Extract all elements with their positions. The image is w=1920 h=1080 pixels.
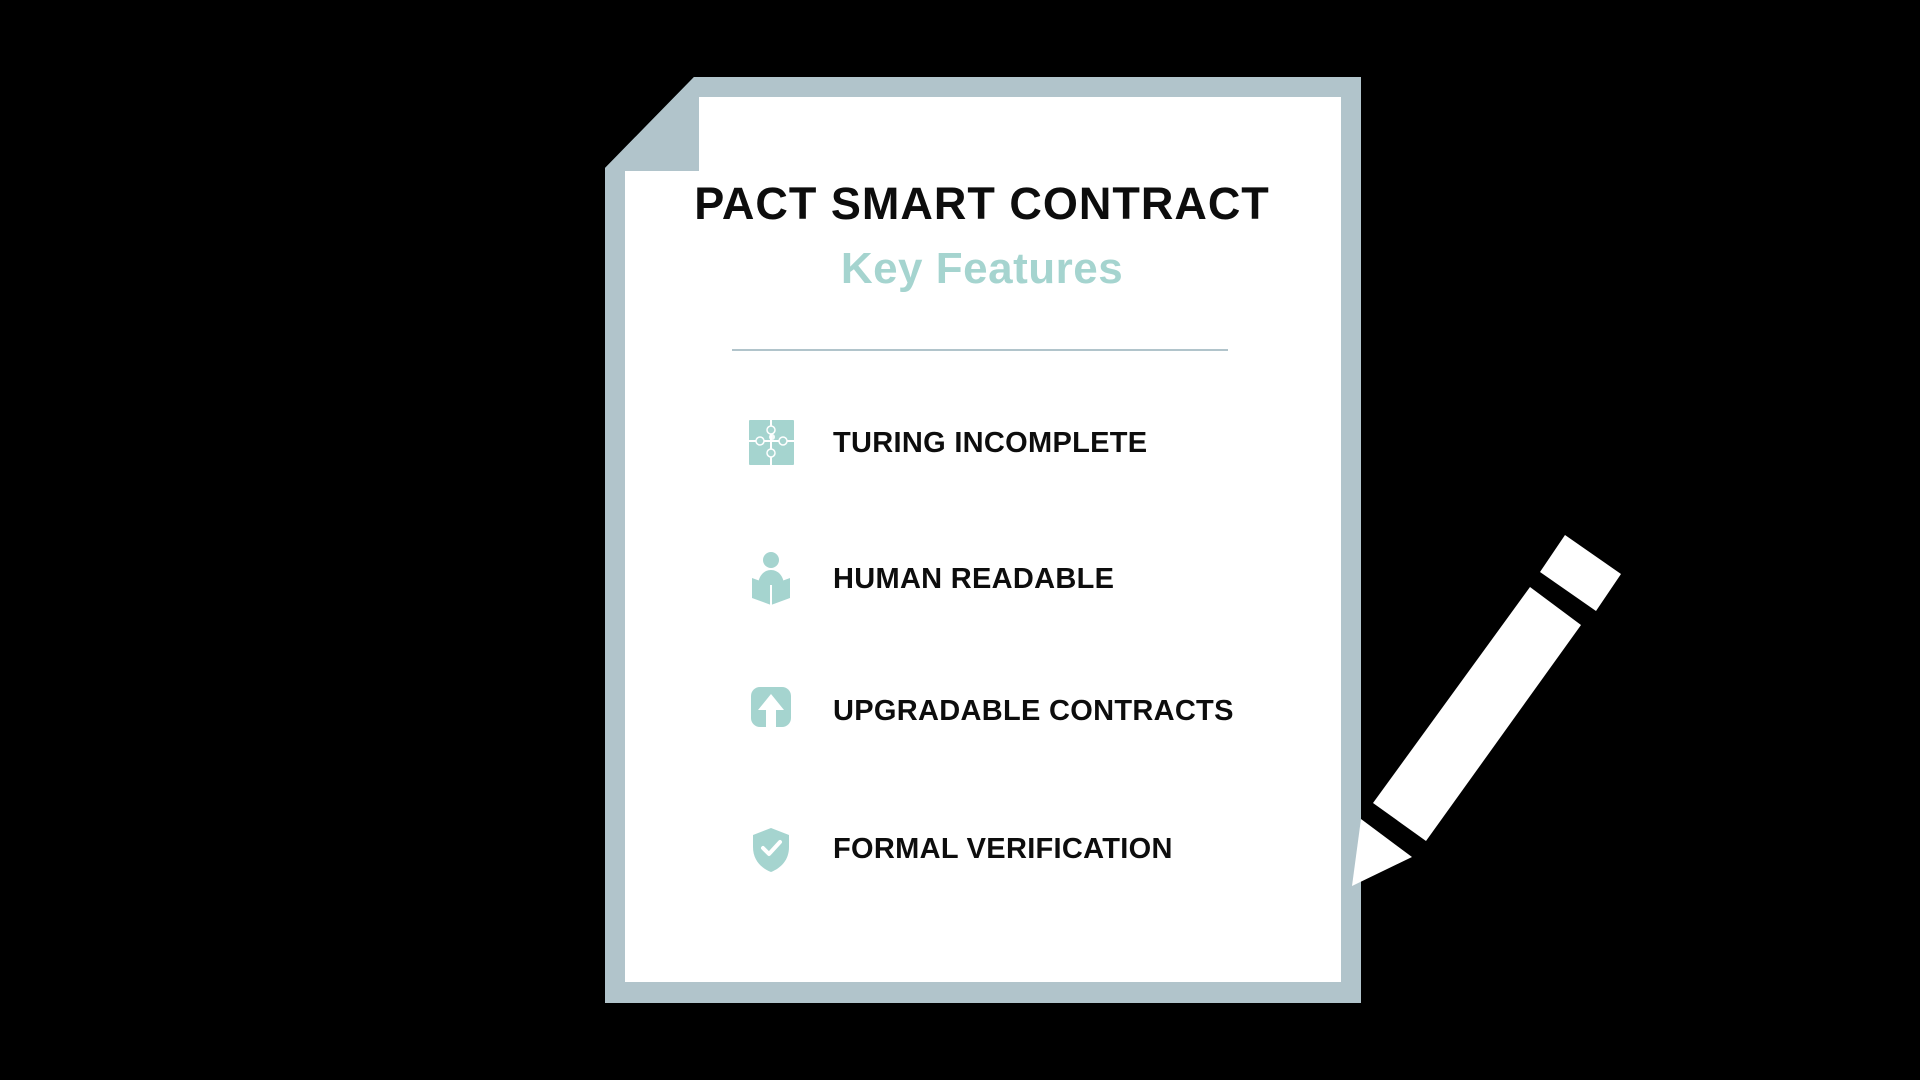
puzzle-icon — [749, 420, 794, 465]
document-paper — [625, 97, 1341, 982]
pencil-body — [1373, 587, 1581, 841]
pencil-eraser — [1540, 535, 1621, 611]
upload-arrow-icon — [751, 687, 791, 727]
feature-label-turing-incomplete: TURING INCOMPLETE — [833, 427, 1148, 459]
feature-label-human-readable: HUMAN READABLE — [833, 563, 1115, 595]
document-title: PACT SMART CONTRACT — [694, 178, 1270, 229]
person-reading-icon — [752, 552, 790, 605]
feature-label-upgradable-contracts: UPGRADABLE CONTRACTS — [833, 695, 1234, 727]
pencil-tip — [1352, 819, 1412, 886]
feature-label-formal-verification: FORMAL VERIFICATION — [833, 833, 1173, 865]
folded-corner — [605, 77, 699, 171]
shield-check-icon — [753, 828, 789, 872]
pencil-illustration — [1352, 535, 1621, 886]
document-sheet — [605, 77, 1361, 1003]
document-subtitle: Key Features — [840, 244, 1124, 293]
